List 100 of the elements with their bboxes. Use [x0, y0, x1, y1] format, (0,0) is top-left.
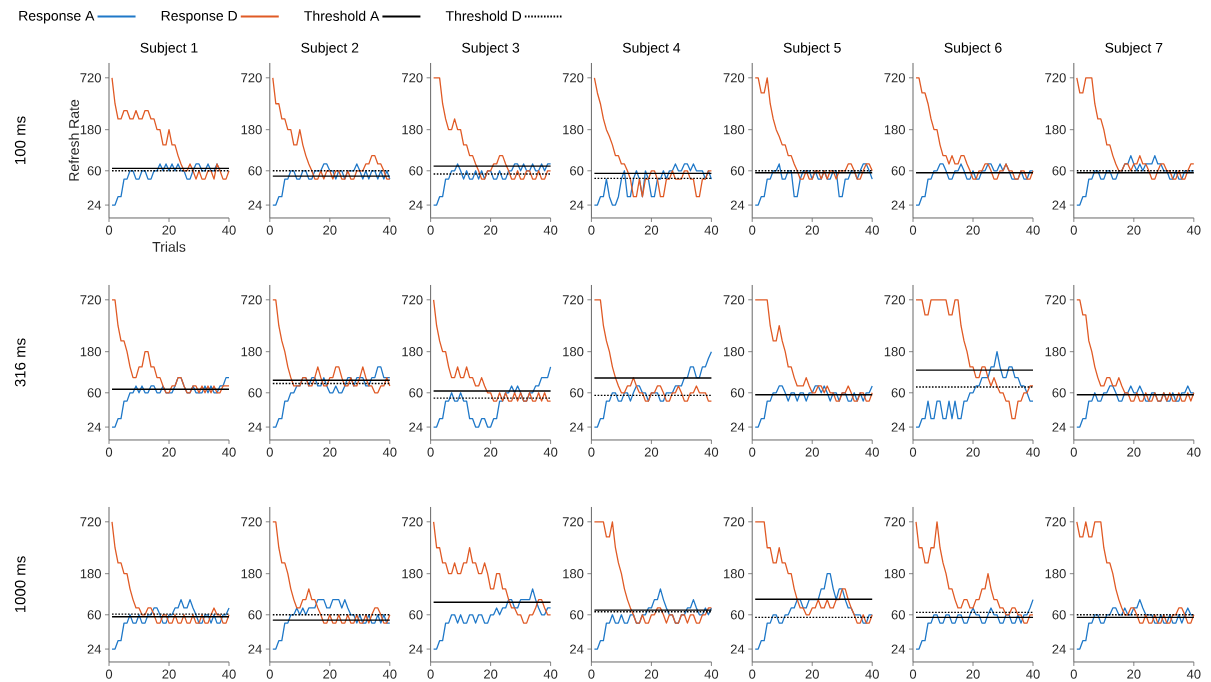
x-tick-label: 0 — [1070, 225, 1077, 235]
y-tick-label: 720 — [723, 295, 745, 305]
x-tick-label: 20 — [1127, 225, 1141, 235]
y-tick-label: 60 — [570, 610, 584, 620]
y-tick-label: 720 — [402, 295, 423, 305]
y-tick-label: 720 — [1045, 73, 1066, 83]
y-tick-label: 720 — [1045, 295, 1066, 305]
x-tick-label: 20 — [323, 225, 337, 235]
y-tick-label: 60 — [570, 166, 584, 176]
line-series — [915, 598, 1034, 650]
y-tick-label: 24 — [248, 200, 262, 210]
y-tick-label: 24 — [570, 422, 584, 432]
x-tick-label: 40 — [704, 225, 719, 235]
line-series — [111, 77, 230, 180]
x-axis-title: Trials — [152, 241, 186, 252]
y-tick-label: 24 — [891, 644, 906, 654]
x-tick-label: 0 — [749, 225, 756, 235]
x-tick-label: 40 — [704, 669, 719, 679]
y-tick-label: 720 — [402, 73, 423, 83]
x-tick-label: 20 — [966, 669, 980, 679]
line-series — [272, 521, 391, 624]
x-tick-label: 0 — [909, 669, 917, 679]
line-series — [754, 385, 873, 428]
x-tick-label: 40 — [382, 447, 397, 457]
text: 100 ms — [14, 116, 26, 164]
y-tick-label: 180 — [884, 347, 905, 357]
y-tick-label: 720 — [884, 295, 905, 305]
x-tick-label: 0 — [749, 447, 756, 457]
y-tick-label: 180 — [723, 125, 745, 135]
y-tick-label: 720 — [884, 73, 905, 83]
x-tick-label: 20 — [1127, 447, 1141, 457]
x-tick-label: 40 — [382, 225, 397, 235]
chart-title: Subject 7 — [1105, 42, 1163, 56]
chart-title: Subject 6 — [944, 42, 1002, 56]
chart-title: Subject 3 — [462, 42, 520, 56]
x-tick-label: 40 — [1186, 225, 1201, 235]
x-tick-label: 20 — [644, 669, 659, 679]
y-tick-label: 24 — [409, 200, 423, 210]
y-tick-label: 24 — [1052, 422, 1066, 432]
y-tick-label: 720 — [884, 517, 905, 527]
y-tick-label: 180 — [80, 347, 101, 357]
line-series — [432, 163, 552, 206]
y-tick-label: 180 — [723, 569, 745, 579]
x-tick-label: 0 — [909, 225, 917, 235]
x-tick-label: 20 — [805, 447, 819, 457]
x-tick-label: 0 — [588, 669, 595, 679]
y-tick-label: 180 — [563, 569, 584, 579]
y-tick-label: 60 — [87, 388, 101, 398]
y-tick-label: 60 — [730, 610, 745, 620]
y-tick-label: 60 — [730, 166, 745, 176]
y-tick-label: 720 — [402, 517, 423, 527]
y-tick-label: 60 — [1052, 166, 1066, 176]
x-tick-label: 0 — [1070, 669, 1077, 679]
x-tick-label: 0 — [909, 447, 917, 457]
line-series — [432, 299, 552, 402]
y-tick-label: 180 — [1045, 347, 1066, 357]
x-tick-label: 40 — [382, 669, 397, 679]
y-tick-label: 180 — [723, 347, 745, 357]
x-tick-label: 20 — [484, 447, 498, 457]
x-tick-label: 0 — [1070, 447, 1077, 457]
y-tick-label: 60 — [570, 388, 584, 398]
y-tick-label: 720 — [562, 73, 584, 83]
y-tick-label: 180 — [402, 347, 423, 357]
y-tick-label: 180 — [1045, 125, 1066, 135]
y-tick-label: 60 — [248, 166, 262, 176]
x-tick-label: 0 — [588, 225, 595, 235]
x-tick-label: 0 — [105, 225, 113, 235]
y-tick-label: 60 — [891, 166, 905, 176]
y-tick-label: 180 — [241, 569, 262, 579]
y-tick-label: 24 — [87, 644, 102, 654]
y-tick-label: 60 — [891, 610, 905, 620]
x-tick-label: 20 — [805, 669, 819, 679]
x-tick-label: 20 — [966, 447, 980, 457]
x-tick-label: 20 — [323, 447, 337, 457]
y-tick-label: 720 — [80, 295, 101, 305]
y-tick-label: 720 — [241, 517, 262, 527]
y-tick-label: 24 — [248, 644, 262, 654]
x-tick-label: 40 — [865, 669, 879, 679]
y-tick-label: 24 — [1052, 200, 1066, 210]
x-tick-label: 20 — [644, 225, 659, 235]
y-tick-label: 720 — [723, 517, 745, 527]
y-tick-label: 60 — [409, 610, 423, 620]
x-tick-label: 0 — [266, 447, 273, 457]
x-tick-label: 20 — [966, 225, 980, 235]
y-tick-label: 24 — [570, 200, 584, 210]
x-tick-label: 0 — [105, 669, 113, 679]
y-tick-label: 720 — [562, 517, 584, 527]
y-tick-label: 60 — [87, 166, 101, 176]
line-series — [1076, 299, 1195, 402]
x-tick-label: 40 — [543, 669, 558, 679]
y-tick-label: 720 — [723, 73, 745, 83]
y-tick-label: 24 — [730, 200, 745, 210]
legend-label: Response A — [19, 10, 95, 24]
x-tick-label: 0 — [266, 669, 273, 679]
y-tick-label: 60 — [730, 388, 745, 398]
y-tick-label: 60 — [409, 388, 423, 398]
y-tick-label: 24 — [87, 422, 102, 432]
x-tick-label: 20 — [805, 225, 819, 235]
y-tick-label: 720 — [80, 73, 101, 83]
y-tick-label: 720 — [80, 517, 101, 527]
